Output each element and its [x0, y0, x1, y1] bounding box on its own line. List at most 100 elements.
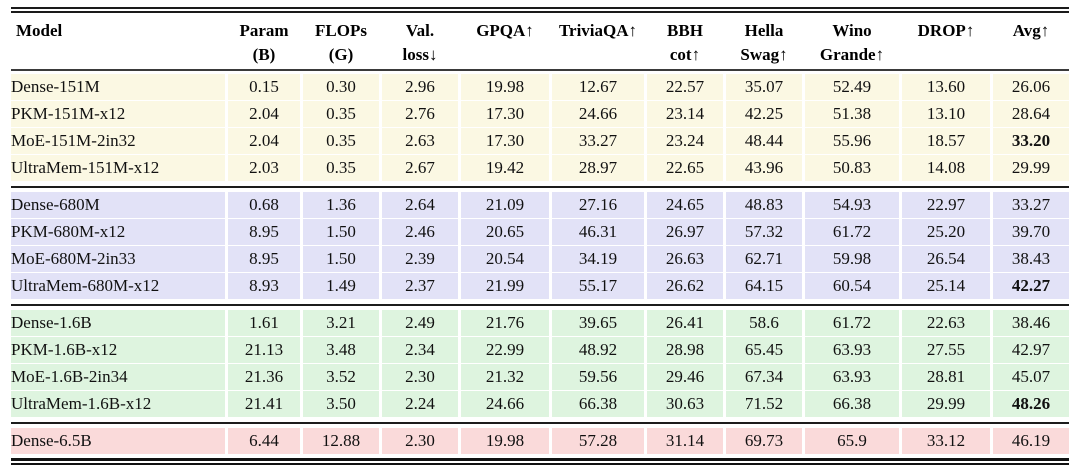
value-cell: 39.70 — [993, 219, 1069, 245]
table-row: MoE-151M-2in32 2.04 0.35 2.63 17.30 33.27 23.2… — [11, 128, 1069, 154]
value-cell: 22.63 — [902, 310, 990, 336]
value-cell: 57.32 — [726, 219, 802, 245]
value-cell: 48.44 — [726, 128, 802, 154]
table-row: UltraMem-680M-x12 8.93 1.49 2.37 21.99 55.17 2… — [11, 273, 1069, 299]
table-row: Dense-6.5B 6.44 12.88 2.30 19.98 57.28 31.14 69… — [11, 428, 1069, 454]
header-cell-hella: Hella — [744, 21, 784, 40]
value-cell: 48.92 — [552, 337, 644, 363]
table-row: UltraMem-151M-x12 2.03 0.35 2.67 19.42 28.97 2… — [11, 155, 1069, 181]
group-separator — [11, 300, 1069, 309]
table-row: Dense-1.6B 1.61 3.21 2.49 21.76 39.65 26.41 58.… — [11, 310, 1069, 336]
top-rule — [11, 7, 1069, 13]
value-cell: 21.09 — [461, 192, 549, 218]
value-cell: 3.48 — [303, 337, 379, 363]
table-row: UltraMem-1.6B-x12 21.41 3.50 2.24 24.66 66.38… — [11, 391, 1069, 417]
value-cell: 2.63 — [382, 128, 458, 154]
value-cell: 3.21 — [303, 310, 379, 336]
value-cell: 63.93 — [805, 364, 899, 390]
model-group-680M: Dense-680M 0.68 1.36 2.64 21.09 27.16 24.65 48.… — [11, 192, 1069, 299]
model-name-cell: Dense-6.5B — [11, 428, 225, 454]
value-cell: 1.50 — [303, 246, 379, 272]
value-cell: 21.41 — [228, 391, 300, 417]
table-row: PKM-1.6B-x12 21.13 3.48 2.34 22.99 48.92 28.98… — [11, 337, 1069, 363]
value-cell: 22.57 — [647, 74, 723, 100]
value-cell: 46.31 — [552, 219, 644, 245]
value-cell: 63.93 — [805, 337, 899, 363]
header-cell-model: Model — [16, 21, 63, 40]
value-cell: 42.97 — [993, 337, 1069, 363]
value-cell: 65.45 — [726, 337, 802, 363]
header-rule — [11, 67, 1069, 73]
model-name-cell: UltraMem-680M-x12 — [11, 273, 225, 299]
value-cell: 28.98 — [647, 337, 723, 363]
value-cell: 13.10 — [902, 101, 990, 127]
model-name-cell: MoE-1.6B-2in34 — [11, 364, 225, 390]
header-cell-drop: DROP↑ — [917, 21, 975, 40]
header-cell-drop — [902, 43, 990, 66]
group-rule — [11, 182, 1069, 191]
value-cell: 2.46 — [382, 219, 458, 245]
value-cell: 60.54 — [805, 273, 899, 299]
value-cell: 2.30 — [382, 428, 458, 454]
bottom-rule — [11, 455, 1069, 465]
value-cell: 0.30 — [303, 74, 379, 100]
top-rule — [11, 7, 1069, 13]
value-cell: 14.08 — [902, 155, 990, 181]
value-cell: 2.37 — [382, 273, 458, 299]
value-cell: 38.43 — [993, 246, 1069, 272]
value-cell: 20.65 — [461, 219, 549, 245]
value-cell: 12.88 — [303, 428, 379, 454]
header-row-2: (B) (G) loss↓ cot↑ Swag↑ Grande↑ — [11, 43, 1069, 66]
value-cell: 2.64 — [382, 192, 458, 218]
model-name-cell: PKM-151M-x12 — [11, 101, 225, 127]
model-name-cell: MoE-151M-2in32 — [11, 128, 225, 154]
value-cell: 1.50 — [303, 219, 379, 245]
value-cell: 2.39 — [382, 246, 458, 272]
table-row: Dense-151M 0.15 0.30 2.96 19.98 12.67 22.57 35.… — [11, 74, 1069, 100]
value-cell: 23.14 — [647, 101, 723, 127]
table-row: MoE-680M-2in33 8.95 1.50 2.39 20.54 34.19 26.6… — [11, 246, 1069, 272]
value-cell: 6.44 — [228, 428, 300, 454]
value-cell: 71.52 — [726, 391, 802, 417]
value-cell: 64.15 — [726, 273, 802, 299]
value-cell: 61.72 — [805, 310, 899, 336]
value-cell: 39.65 — [552, 310, 644, 336]
value-cell: 2.24 — [382, 391, 458, 417]
value-cell: 45.07 — [993, 364, 1069, 390]
model-name-cell: MoE-680M-2in33 — [11, 246, 225, 272]
value-cell: 2.96 — [382, 74, 458, 100]
value-cell: 23.24 — [647, 128, 723, 154]
value-cell: 51.38 — [805, 101, 899, 127]
value-cell: 59.98 — [805, 246, 899, 272]
header-cell-flops: (G) — [328, 45, 354, 64]
model-name-cell: Dense-680M — [11, 192, 225, 218]
value-cell: 12.67 — [552, 74, 644, 100]
value-cell: 42.25 — [726, 101, 802, 127]
value-cell: 27.55 — [902, 337, 990, 363]
value-cell: 28.64 — [993, 101, 1069, 127]
group-rule — [11, 418, 1069, 427]
value-cell: 58.6 — [726, 310, 802, 336]
value-cell: 2.76 — [382, 101, 458, 127]
model-group-6.5B: Dense-6.5B 6.44 12.88 2.30 19.98 57.28 31.14 69… — [11, 428, 1069, 454]
header-cell-gpqa — [461, 43, 549, 66]
value-cell: 0.68 — [228, 192, 300, 218]
table-row: PKM-680M-x12 8.95 1.50 2.46 20.65 46.31 26.97 5… — [11, 219, 1069, 245]
model-name-cell: UltraMem-151M-x12 — [11, 155, 225, 181]
value-cell: 8.93 — [228, 273, 300, 299]
value-cell: 29.46 — [647, 364, 723, 390]
table-foot — [11, 455, 1069, 465]
value-cell: 22.97 — [902, 192, 990, 218]
value-cell: 57.28 — [552, 428, 644, 454]
header-cell-hella: Swag↑ — [740, 45, 788, 64]
value-cell: 17.30 — [461, 128, 549, 154]
group-rule — [11, 300, 1069, 309]
value-cell: 0.35 — [303, 128, 379, 154]
value-cell: 19.98 — [461, 74, 549, 100]
value-cell: 33.12 — [902, 428, 990, 454]
value-cell: 26.54 — [902, 246, 990, 272]
value-cell: 66.38 — [805, 391, 899, 417]
value-cell: 26.62 — [647, 273, 723, 299]
header-cell-bbh: BBH — [667, 21, 703, 40]
value-cell: 0.35 — [303, 155, 379, 181]
